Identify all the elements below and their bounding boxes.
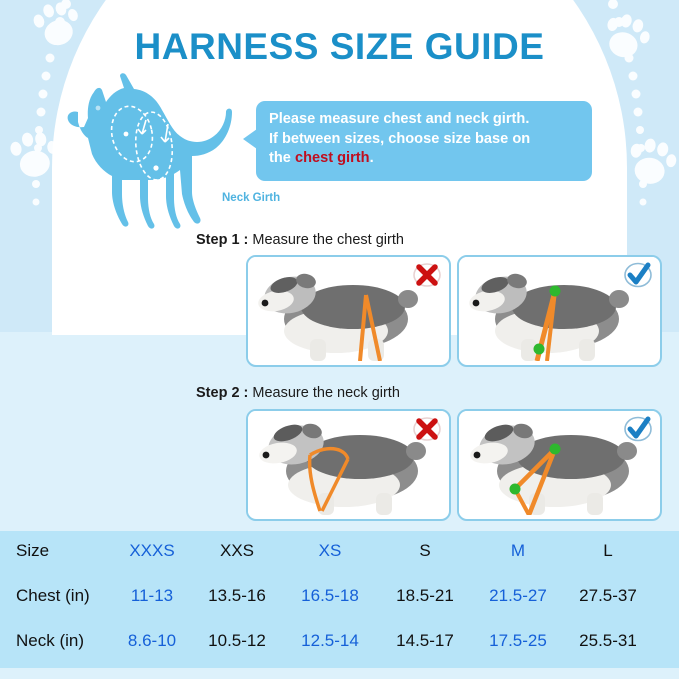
table-cell-chest-xxs: 13.5-16: [208, 586, 266, 605]
step-1-prefix: Step 1 :: [196, 232, 253, 248]
table-cell-chest-l: 27.5-37: [579, 586, 637, 605]
instruction-callout: Please measure chest and neck girth. If …: [243, 101, 592, 181]
table-cell-chest-m: 21.5-27: [489, 586, 547, 605]
table-cell-size-xxs: XXS: [219, 541, 255, 560]
footer-band: [0, 668, 679, 679]
cross-icon: [413, 417, 441, 441]
row-label-chest: Chest (in): [16, 586, 90, 605]
table-cell-size-s: S: [419, 541, 431, 560]
table-row-chest: Chest (in) 11-13 13.5-16 16.5-18 18.5-21 21.…: [0, 586, 679, 630]
table-cell-chest-s: 18.5-21: [396, 586, 454, 605]
callout-line3-prefix: the: [269, 150, 295, 166]
check-icon: [624, 416, 652, 442]
step-2-incorrect-photo: [246, 409, 451, 521]
step-1-label: Step 1 : Measure the chest girth: [196, 232, 404, 248]
step-1-incorrect-photo: [246, 255, 451, 367]
table-cell-neck-xxs: 10.5-12: [208, 631, 266, 650]
table-cell-size-xxxs: XXXS: [129, 541, 175, 560]
table-row-neck: Neck (in) 8.6-10 10.5-12 12.5-14 14.5-17 17.…: [0, 631, 679, 675]
size-table: Size XXXS XXS XS S M L Chest (in) 11-13 13.5-1…: [0, 531, 679, 668]
table-cell-size-xs: XS: [318, 541, 342, 560]
table-cell-size-m: M: [510, 541, 526, 560]
table-cell-neck-m: 17.5-25: [489, 631, 547, 650]
step-2-prefix: Step 2 :: [196, 385, 253, 401]
callout-line-3: the chest girth.: [269, 149, 579, 169]
dog-silhouette-diagram: Neck Girth Chest Girth: [62, 72, 287, 242]
callout-line-1: Please measure chest and neck girth.: [269, 111, 530, 127]
callout-highlight: chest girth: [294, 150, 370, 166]
neck-girth-label: Neck Girth: [222, 192, 281, 204]
step-1-text: Measure the chest girth: [252, 232, 404, 248]
size-table-band: [0, 531, 679, 668]
chest-girth-label: Chest Girth: [224, 224, 287, 236]
table-cell-neck-xs: 12.5-14: [301, 631, 359, 650]
step-2-label: Step 2 : Measure the neck girth: [196, 385, 400, 401]
step-2-text: Measure the neck girth: [252, 385, 400, 401]
row-label-size: Size: [16, 541, 50, 560]
dog-photo-correct-chest: [459, 257, 656, 362]
table-cell-chest-xs: 16.5-18: [301, 586, 359, 605]
step-2-correct-photo: [457, 409, 662, 521]
cross-icon: [413, 263, 441, 287]
dog-photo-correct-neck: [459, 411, 656, 516]
callout-line3-suffix: .: [369, 150, 374, 166]
table-cell-size-l: L: [603, 541, 613, 560]
table-cell-neck-s: 14.5-17: [396, 631, 454, 650]
dog-silhouette-icon: [67, 73, 232, 229]
step-1-correct-photo: [457, 255, 662, 367]
row-label-neck: Neck (in): [16, 631, 85, 650]
page-title: HARNESS SIZE GUIDE: [134, 26, 545, 67]
dog-photo-incorrect-neck: [248, 411, 445, 515]
table-cell-chest-xxxs: 11-13: [130, 586, 174, 605]
table-row-size: Size XXXS XXS XS S M L: [0, 541, 679, 585]
dog-photo-incorrect-chest: [248, 257, 445, 362]
table-cell-neck-xxxs: 8.6-10: [127, 631, 177, 650]
table-cell-neck-l: 25.5-31: [579, 631, 637, 650]
callout-line-2: If between sizes, choose size base on: [269, 130, 531, 147]
check-icon: [624, 262, 652, 288]
